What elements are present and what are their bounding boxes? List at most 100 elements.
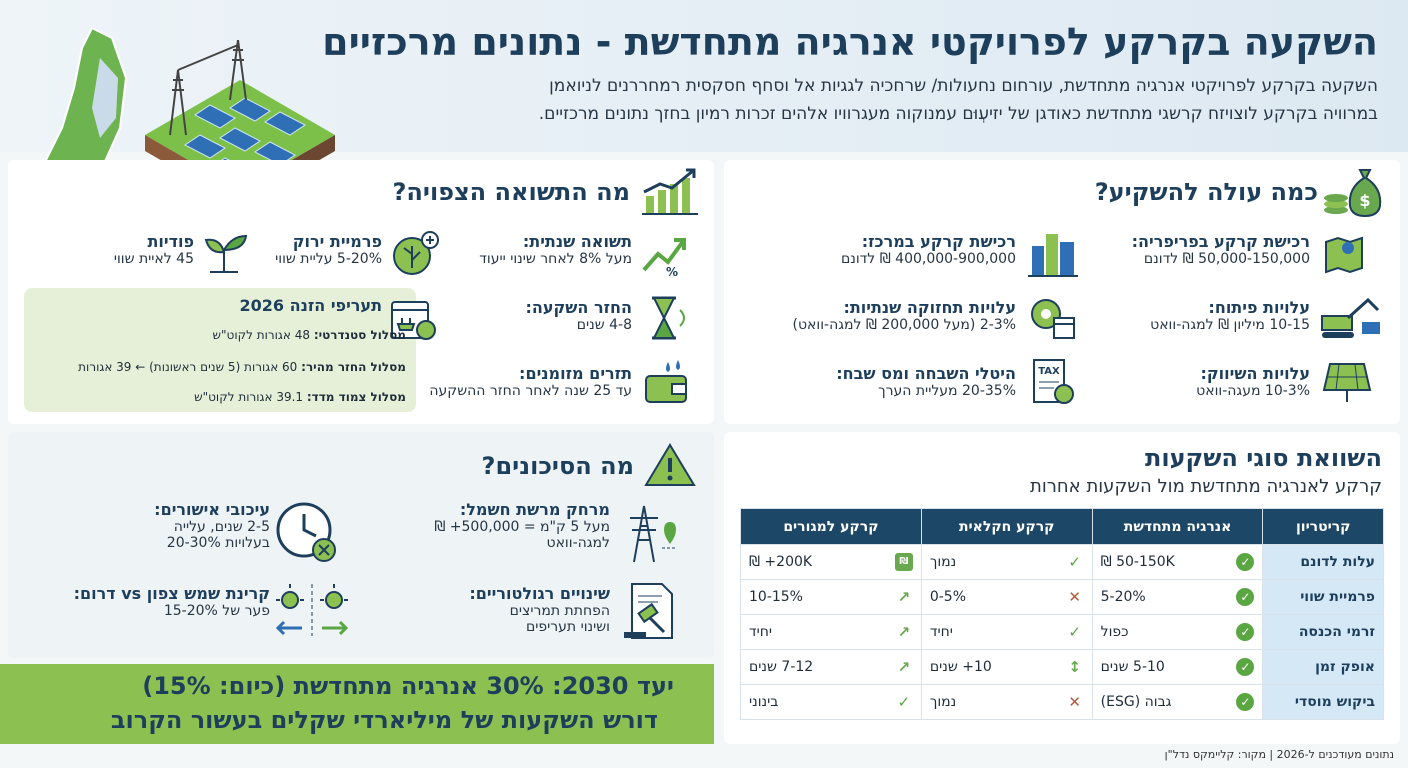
- returns-item-1: פרמיית ירוק 5-20% עליית שווי: [275, 232, 382, 267]
- header-residential: קרקע למגורים: [740, 508, 922, 545]
- cost-item-4: עלויות השיווק: 10-3% מעגה-וואט: [1196, 364, 1310, 399]
- arrow-up-icon: ↗: [897, 623, 911, 641]
- clock-x-icon: [274, 500, 338, 564]
- x-mark-icon: ✕: [1068, 693, 1081, 711]
- criterion-cell: פרמיית שווי: [1262, 579, 1384, 615]
- svg-text:TAX: TAX: [1038, 366, 1060, 377]
- footer-source: נתונים מעודכנים ל-2026 | מקור: קליימקס נ…: [1164, 748, 1394, 761]
- table-header-row: קריטריון אנרגיה מתחדשת קרקע חקלאית קרקע …: [740, 508, 1384, 545]
- renewable-cell: ✓ 50-150K ₪: [1091, 544, 1264, 580]
- renewable-cell: ✓ גבוה (ESG): [1091, 684, 1264, 720]
- city-icon: [1028, 228, 1078, 278]
- residential-cell-text: 10-15%: [749, 589, 803, 605]
- table-row: פרמיית שווי ✓ 5-20% ✕ 0-5% ↗ 10-15%: [740, 579, 1384, 615]
- residential-cell: ₪ 200K+ ₪: [740, 544, 922, 580]
- check-circle-icon: ✓: [1236, 553, 1255, 571]
- residential-cell-text: 7-12 שנים: [749, 659, 814, 675]
- criterion-cell: אופק זמן: [1262, 649, 1384, 685]
- table-row: עלות לדונם ✓ 50-150K ₪ ✓ נמוך ₪ 200K+ ₪: [740, 544, 1384, 580]
- check-icon: ✓: [1068, 553, 1081, 571]
- renewable-cell-text: 5-10 שנים: [1100, 659, 1165, 675]
- money-bag-icon: $: [1322, 166, 1384, 218]
- criterion-cell: עלות לדונם: [1262, 544, 1384, 580]
- header-criterion: קריטריון: [1262, 508, 1384, 545]
- risks-item-2: שינויים רגולטוריים: הפחתת תמריצים ושינוי…: [469, 584, 610, 635]
- risks-panel: [8, 432, 714, 658]
- agricultural-cell-text: נמוך: [929, 694, 957, 710]
- agricultural-cell-text: 10+ שנים: [929, 659, 992, 675]
- criterion-cell: ביקוש מוסדי: [1262, 684, 1384, 720]
- comparison-title: השוואת סוגי השקעות: [1144, 444, 1382, 472]
- returns-item-2: פודיות 45 לאיית שווי: [113, 232, 194, 267]
- vertical-arrows-icon: ↕: [1068, 658, 1081, 676]
- residential-cell: ↗ 10-15%: [740, 579, 922, 615]
- returns-section-title: מה התשואה הצפויה?: [392, 178, 630, 206]
- header-renewable: אנרגיה מתחדשת: [1091, 508, 1264, 545]
- renewable-cell-text: כפול: [1100, 624, 1129, 640]
- goal-banner: [0, 664, 714, 744]
- page-title: השקעה בקרקע לפרויקטי אנרגיה מתחדשת - נתו…: [322, 20, 1378, 64]
- tax-document-icon: TAX: [1030, 358, 1076, 406]
- tariff-line-0: מסלול סטנדרטי: 48 אגורות לקוט"ש: [212, 328, 406, 342]
- risks-item-0: מרחק מרשת חשמל: מעל 5 ק"מ = 500,000+ ₪ ל…: [434, 500, 610, 551]
- goal-banner-line-1: יעד 2030: 30% אנרגיה מתחדשת (כיום: 15%): [142, 672, 674, 700]
- comparison-subtitle: קרקע לאנרגיה מתחדשת מול השקעות אחרות: [1030, 476, 1382, 497]
- renewable-cell: ✓ 5-10 שנים: [1091, 649, 1264, 685]
- table-row: אופק זמן ✓ 5-10 שנים ↕ 10+ שנים ↗ 7-12 שנים: [740, 649, 1384, 685]
- check-circle-icon: ✓: [1236, 588, 1255, 606]
- money-icon: ₪: [894, 553, 913, 571]
- agricultural-cell: ✓ נמוך: [920, 544, 1093, 580]
- agricultural-cell: ↕ 10+ שנים: [920, 649, 1093, 685]
- page-subtitle-2: במרוויה בקרקע לוצויזח קרשגי מתחדשת כאודג…: [538, 104, 1378, 124]
- risks-section-title: מה הסיכונים?: [481, 452, 634, 480]
- cost-section-title: כמה עולה להשקיע?: [1094, 178, 1318, 206]
- cost-item-3: עלויות תחזוקה שנתיות: 2-3% (מעל 200,000 …: [792, 298, 1016, 333]
- residential-cell-text: בינוני: [749, 694, 779, 710]
- header-agricultural: קרקע חקלאית: [920, 508, 1093, 545]
- excavator-icon: [1318, 294, 1384, 342]
- table-row: ביקוש מוסדי ✓ גבוה (ESG) ✕ נמוך ✓ בינוני: [740, 684, 1384, 720]
- agricultural-cell-text: יחיד: [929, 624, 953, 640]
- arrow-up-icon: ↗: [897, 588, 911, 606]
- residential-cell-text: יחיד: [749, 624, 773, 640]
- gear-calendar-icon: [1028, 294, 1078, 342]
- renewable-cell-text: 5-20%: [1100, 589, 1146, 605]
- risks-item-3: קרינת שמש צפון vs דרום: פער של 15-20%: [73, 584, 270, 619]
- tariffs-box: [24, 288, 416, 412]
- residential-cell: ✓ בינוני: [740, 684, 922, 720]
- cost-item-1: רכישת קרקע במרכז: 400,000-900,000 ₪ לדונ…: [840, 232, 1016, 267]
- sprout-icon: [200, 232, 248, 276]
- check-circle-icon: ✓: [1236, 623, 1255, 641]
- agricultural-cell: ✓ יחיד: [920, 614, 1093, 650]
- check-icon: ✓: [897, 693, 911, 711]
- sun-arrows-icon: [270, 580, 356, 640]
- residential-cell: ↗ יחיד: [740, 614, 922, 650]
- svg-text:$: $: [1359, 191, 1370, 210]
- agricultural-cell: ✕ נמוך: [920, 684, 1093, 720]
- residential-cell: ↗ 7-12 שנים: [740, 649, 922, 685]
- returns-item-3: החזר השקעה: 4-8 שנים: [525, 298, 632, 333]
- check-icon: ✓: [1068, 623, 1081, 641]
- agricultural-cell-text: נמוך: [929, 554, 957, 570]
- leaf-plus-icon: [392, 230, 440, 278]
- agricultural-cell: ✕ 0-5%: [920, 579, 1093, 615]
- plug-calendar-icon: [388, 296, 438, 344]
- check-circle-icon: ✓: [1236, 693, 1255, 711]
- agricultural-cell-text: 0-5%: [929, 589, 967, 605]
- tariffs-title: תעריפי הזנה 2026: [239, 296, 382, 315]
- table-row: זרמי הכנסה ✓ כפול ✓ יחיד ↗ יחיד: [740, 614, 1384, 650]
- renewable-cell: ✓ כפול: [1091, 614, 1264, 650]
- page-subtitle-1: השקעה בקרקע לפרויקטי אנרגיה מתחדשת, עורח…: [549, 76, 1378, 96]
- warning-icon: [644, 442, 696, 488]
- criterion-cell: זרמי הכנסה: [1262, 614, 1384, 650]
- goal-banner-line-2: דורש השקעות של מיליארדי שקלים בעשור הקרו…: [110, 706, 658, 734]
- tariff-line-2: מסלול צמוד מדד: 39.1 אגורות לקוט"ש: [194, 390, 406, 404]
- risks-item-1: עיכובי אישורים: 2-5 שנים, עלייה בעלויות …: [154, 500, 270, 551]
- trend-up-icon: %: [640, 232, 690, 278]
- cost-item-0: רכישת קרקע בפריפריה: 50,000-150,000 ₪ לד…: [1131, 232, 1310, 267]
- renewable-cell-text: 50-150K ₪: [1100, 554, 1175, 570]
- hourglass-icon: [644, 294, 690, 342]
- cost-item-5: היטלי השבחה ומס שבח: 20-35% מעליית הערך: [836, 364, 1016, 399]
- renewable-cell: ✓ 5-20%: [1091, 579, 1264, 615]
- arrow-up-icon: ↗: [897, 658, 911, 676]
